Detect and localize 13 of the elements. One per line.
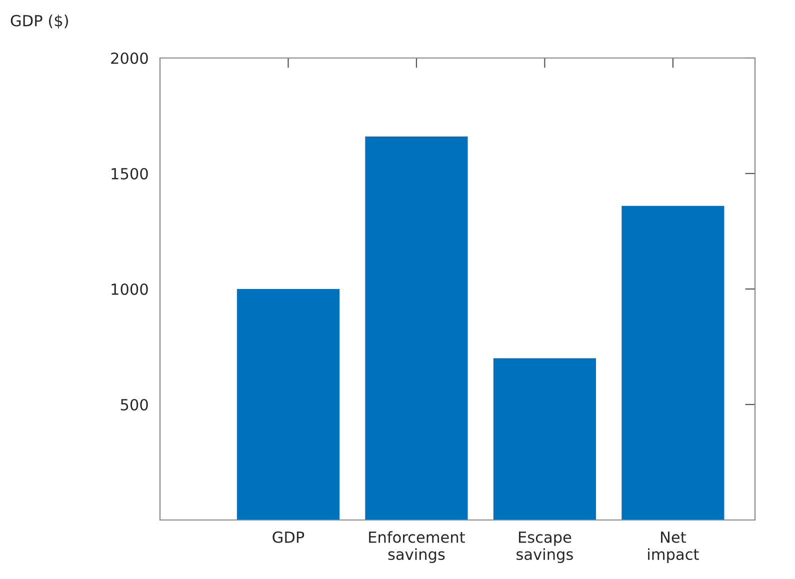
y-tick-label: 2000 — [111, 52, 148, 64]
x-tick-label: Net impact — [648, 532, 699, 564]
y-axis-title: GDP ($) — [10, 14, 68, 28]
bar — [365, 136, 468, 520]
y-tick-label: 500 — [120, 398, 148, 411]
y-tick-label: 1500 — [112, 168, 148, 180]
bar — [622, 206, 724, 520]
x-tick-label: Enforcement savings — [369, 531, 465, 564]
bar — [236, 289, 340, 520]
x-tick-label: Escape savings — [516, 532, 573, 564]
bar — [493, 358, 596, 520]
x-tick-label: GDP — [272, 531, 304, 543]
y-tick-label: 1000 — [112, 283, 148, 296]
